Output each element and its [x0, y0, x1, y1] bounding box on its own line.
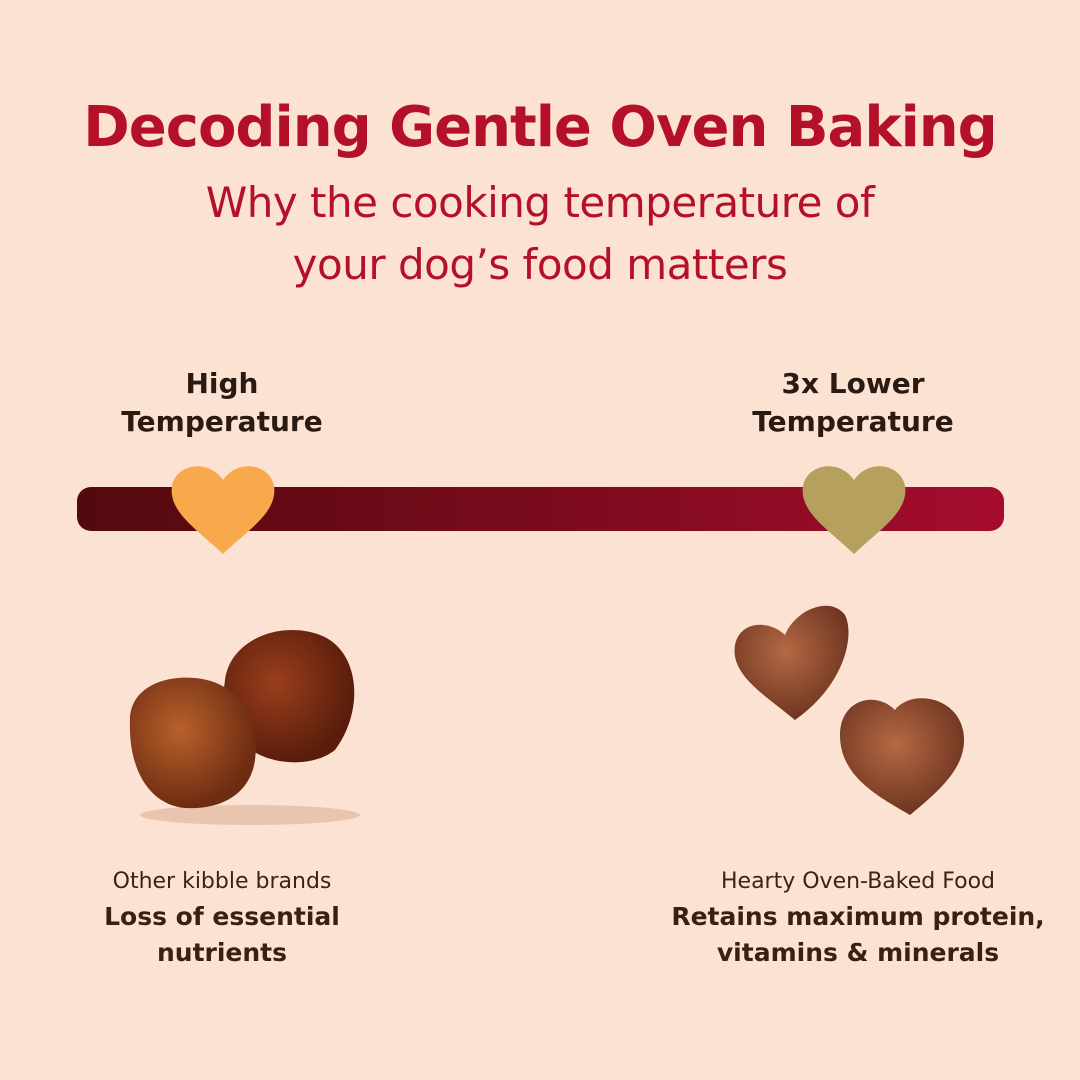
- high-temperature-label: High Temperature: [42, 365, 402, 441]
- round-kibble-image: [129, 630, 360, 825]
- right-caption: Hearty Oven-Baked Food Retains maximum p…: [628, 865, 1080, 971]
- result-line: vitamins & minerals: [716, 938, 1000, 967]
- label-line: High: [185, 367, 259, 400]
- subtitle-line-2: your dog’s food matters: [292, 240, 788, 289]
- lower-temperature-label: 3x Lower Temperature: [673, 365, 1033, 441]
- label-line: 3x Lower: [781, 367, 925, 400]
- high-temp-heart-icon: [171, 466, 275, 554]
- page-title: Decoding Gentle Oven Baking: [83, 95, 997, 160]
- label-line: Temperature: [752, 405, 954, 438]
- label-line: Temperature: [121, 405, 323, 438]
- left-caption: Other kibble brands Loss of essential nu…: [0, 865, 452, 971]
- result-line: nutrients: [156, 938, 288, 967]
- result-line: Retains maximum protein,: [671, 902, 1045, 931]
- subtitle-line-1: Why the cooking temperature of: [205, 178, 875, 227]
- heart-kibble-image: [734, 605, 965, 815]
- low-temp-heart-icon: [802, 466, 906, 554]
- brand-caption: Other kibble brands: [112, 869, 332, 894]
- brand-caption: Hearty Oven-Baked Food: [721, 869, 995, 894]
- result-line: Loss of essential: [104, 902, 340, 931]
